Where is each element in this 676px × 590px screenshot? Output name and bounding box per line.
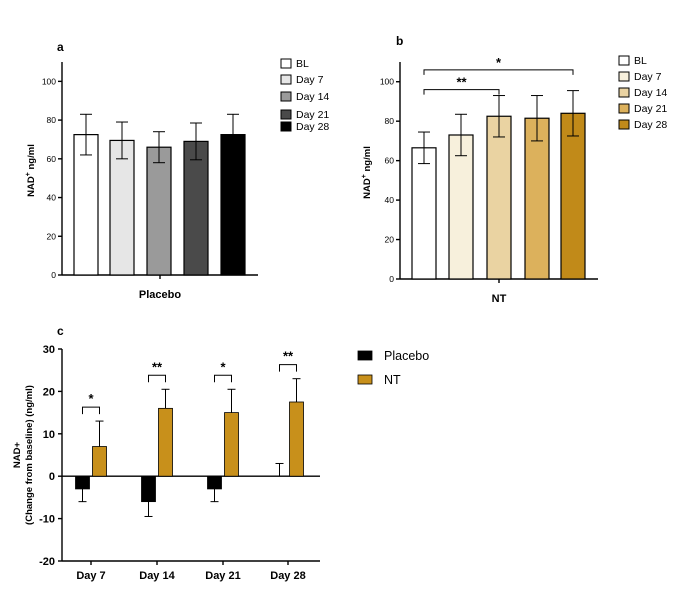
bar-nt-2: [224, 412, 239, 477]
significance-bracket: [423, 89, 500, 95]
legend-swatch: [357, 350, 373, 361]
legend-label: Day 14: [634, 87, 667, 99]
legend-swatch: [280, 91, 292, 102]
bar-a-0: [73, 134, 99, 276]
y-tick-label: -20: [39, 556, 55, 568]
y-label-sup: +: [361, 174, 368, 178]
legend-label: Placebo: [384, 349, 429, 363]
y-label-main: NAD: [26, 176, 37, 197]
y-tick-label: 80: [385, 116, 395, 126]
y-tick-label: 20: [47, 231, 57, 241]
y-tick-label: 0: [51, 270, 56, 280]
legend-swatch: [618, 87, 630, 98]
legend-swatch: [618, 103, 630, 114]
y-label-line2: (Change from baseline) (ng/ml): [24, 385, 35, 525]
x-tick-label: Day 14: [139, 570, 175, 582]
significance-bracket: [214, 374, 232, 383]
legend-swatch: [280, 58, 292, 69]
legend-swatch: [280, 109, 292, 120]
x-tick-label: Day 7: [76, 570, 105, 582]
y-tick-label: 100: [380, 77, 394, 87]
y-tick-label: -10: [39, 514, 55, 526]
significance-label: *: [496, 55, 502, 70]
bar-b-0: [411, 147, 437, 280]
panel-c: c -20 -10 0 10 20 30 Day 7 Day 14 Day 21 Day 28 NAD…: [12, 324, 429, 582]
y-tick-label: 40: [47, 193, 57, 203]
legend-label: Day 28: [296, 121, 329, 133]
panel-a: a 0 20 40 60 80 100 Placebo NAD+ ng/ml BL Day 7 Day…: [25, 40, 329, 301]
legend-label: NT: [384, 373, 401, 387]
y-tick-label: 20: [43, 386, 55, 398]
panel-label-c: c: [57, 324, 64, 338]
y-tick-label: 80: [47, 115, 57, 125]
significance-label: **: [283, 349, 294, 364]
y-tick-label: 0: [49, 471, 55, 483]
y-tick-label: 40: [385, 195, 395, 205]
significance-bracket: [148, 374, 166, 383]
panel-label-a: a: [57, 40, 64, 54]
bar-b-2: [486, 115, 512, 280]
y-label-rest: ng/ml: [26, 144, 37, 172]
y-tick-label: 0: [389, 274, 394, 284]
bar-nt-0: [92, 446, 107, 477]
y-label-sup: +: [25, 172, 32, 176]
bar-b-4: [560, 112, 586, 280]
bar-a-4: [220, 134, 246, 276]
legend-label: Day 21: [296, 109, 329, 121]
legend-swatch: [357, 374, 373, 385]
bar-placebo-1: [141, 475, 156, 503]
x-axis-label-b: NT: [492, 293, 507, 305]
y-tick-label: 60: [385, 156, 395, 166]
panel-label-b: b: [396, 34, 403, 48]
bar-placebo-2: [207, 475, 222, 490]
significance-label: *: [88, 391, 94, 406]
significance-label: **: [152, 359, 163, 374]
legend-label: BL: [296, 58, 309, 70]
significance-bracket: [279, 364, 297, 372]
significance-label: *: [220, 359, 226, 374]
bar-nt-3: [289, 401, 304, 477]
y-label-rest: ng/ml: [362, 146, 373, 174]
y-tick-label: 100: [42, 76, 56, 86]
legend-swatch: [618, 71, 630, 82]
legend-swatch: [280, 121, 292, 132]
significance-bracket: [423, 69, 574, 75]
bar-nt-1: [158, 407, 173, 477]
legend-label: Day 28: [634, 119, 667, 131]
y-axis-label-a: NAD+ ng/ml: [25, 144, 37, 197]
legend-label: BL: [634, 55, 647, 67]
y-tick-label: 30: [43, 344, 55, 356]
y-label-line1: NAD+: [12, 441, 23, 468]
legend-swatch: [618, 119, 630, 130]
legend-label: Day 7: [296, 74, 324, 86]
x-tick-label: Day 21: [205, 570, 240, 582]
legend-swatch: [618, 55, 630, 66]
x-axis-label-a: Placebo: [139, 289, 181, 301]
y-axis-label-b: NAD+ ng/ml: [361, 146, 373, 199]
bar-a-2: [146, 146, 172, 276]
legend-label: Day 21: [634, 103, 667, 115]
legend-swatch: [280, 74, 292, 85]
y-axis-label-c: NAD+(Change from baseline) (ng/ml): [12, 385, 35, 525]
legend-label: Day 14: [296, 91, 329, 103]
y-tick-label: 60: [47, 154, 57, 164]
bar-b-1: [448, 134, 474, 280]
bar-a-1: [109, 139, 135, 276]
y-tick-label: 20: [385, 235, 395, 245]
y-label-main: NAD: [362, 178, 373, 199]
y-tick-label: 10: [43, 429, 55, 441]
significance-label: **: [456, 75, 467, 90]
bar-b-3: [524, 117, 550, 280]
x-tick-label: Day 28: [270, 570, 305, 582]
panel-b: b 0 20 40 60 80 100 NT NAD+ ng/ml BL Day 7 Day 14 Da…: [361, 34, 667, 305]
legend-label: Day 7: [634, 71, 662, 83]
bar-placebo-0: [75, 475, 90, 490]
significance-bracket: [82, 406, 100, 415]
bar-a-3: [183, 140, 209, 276]
